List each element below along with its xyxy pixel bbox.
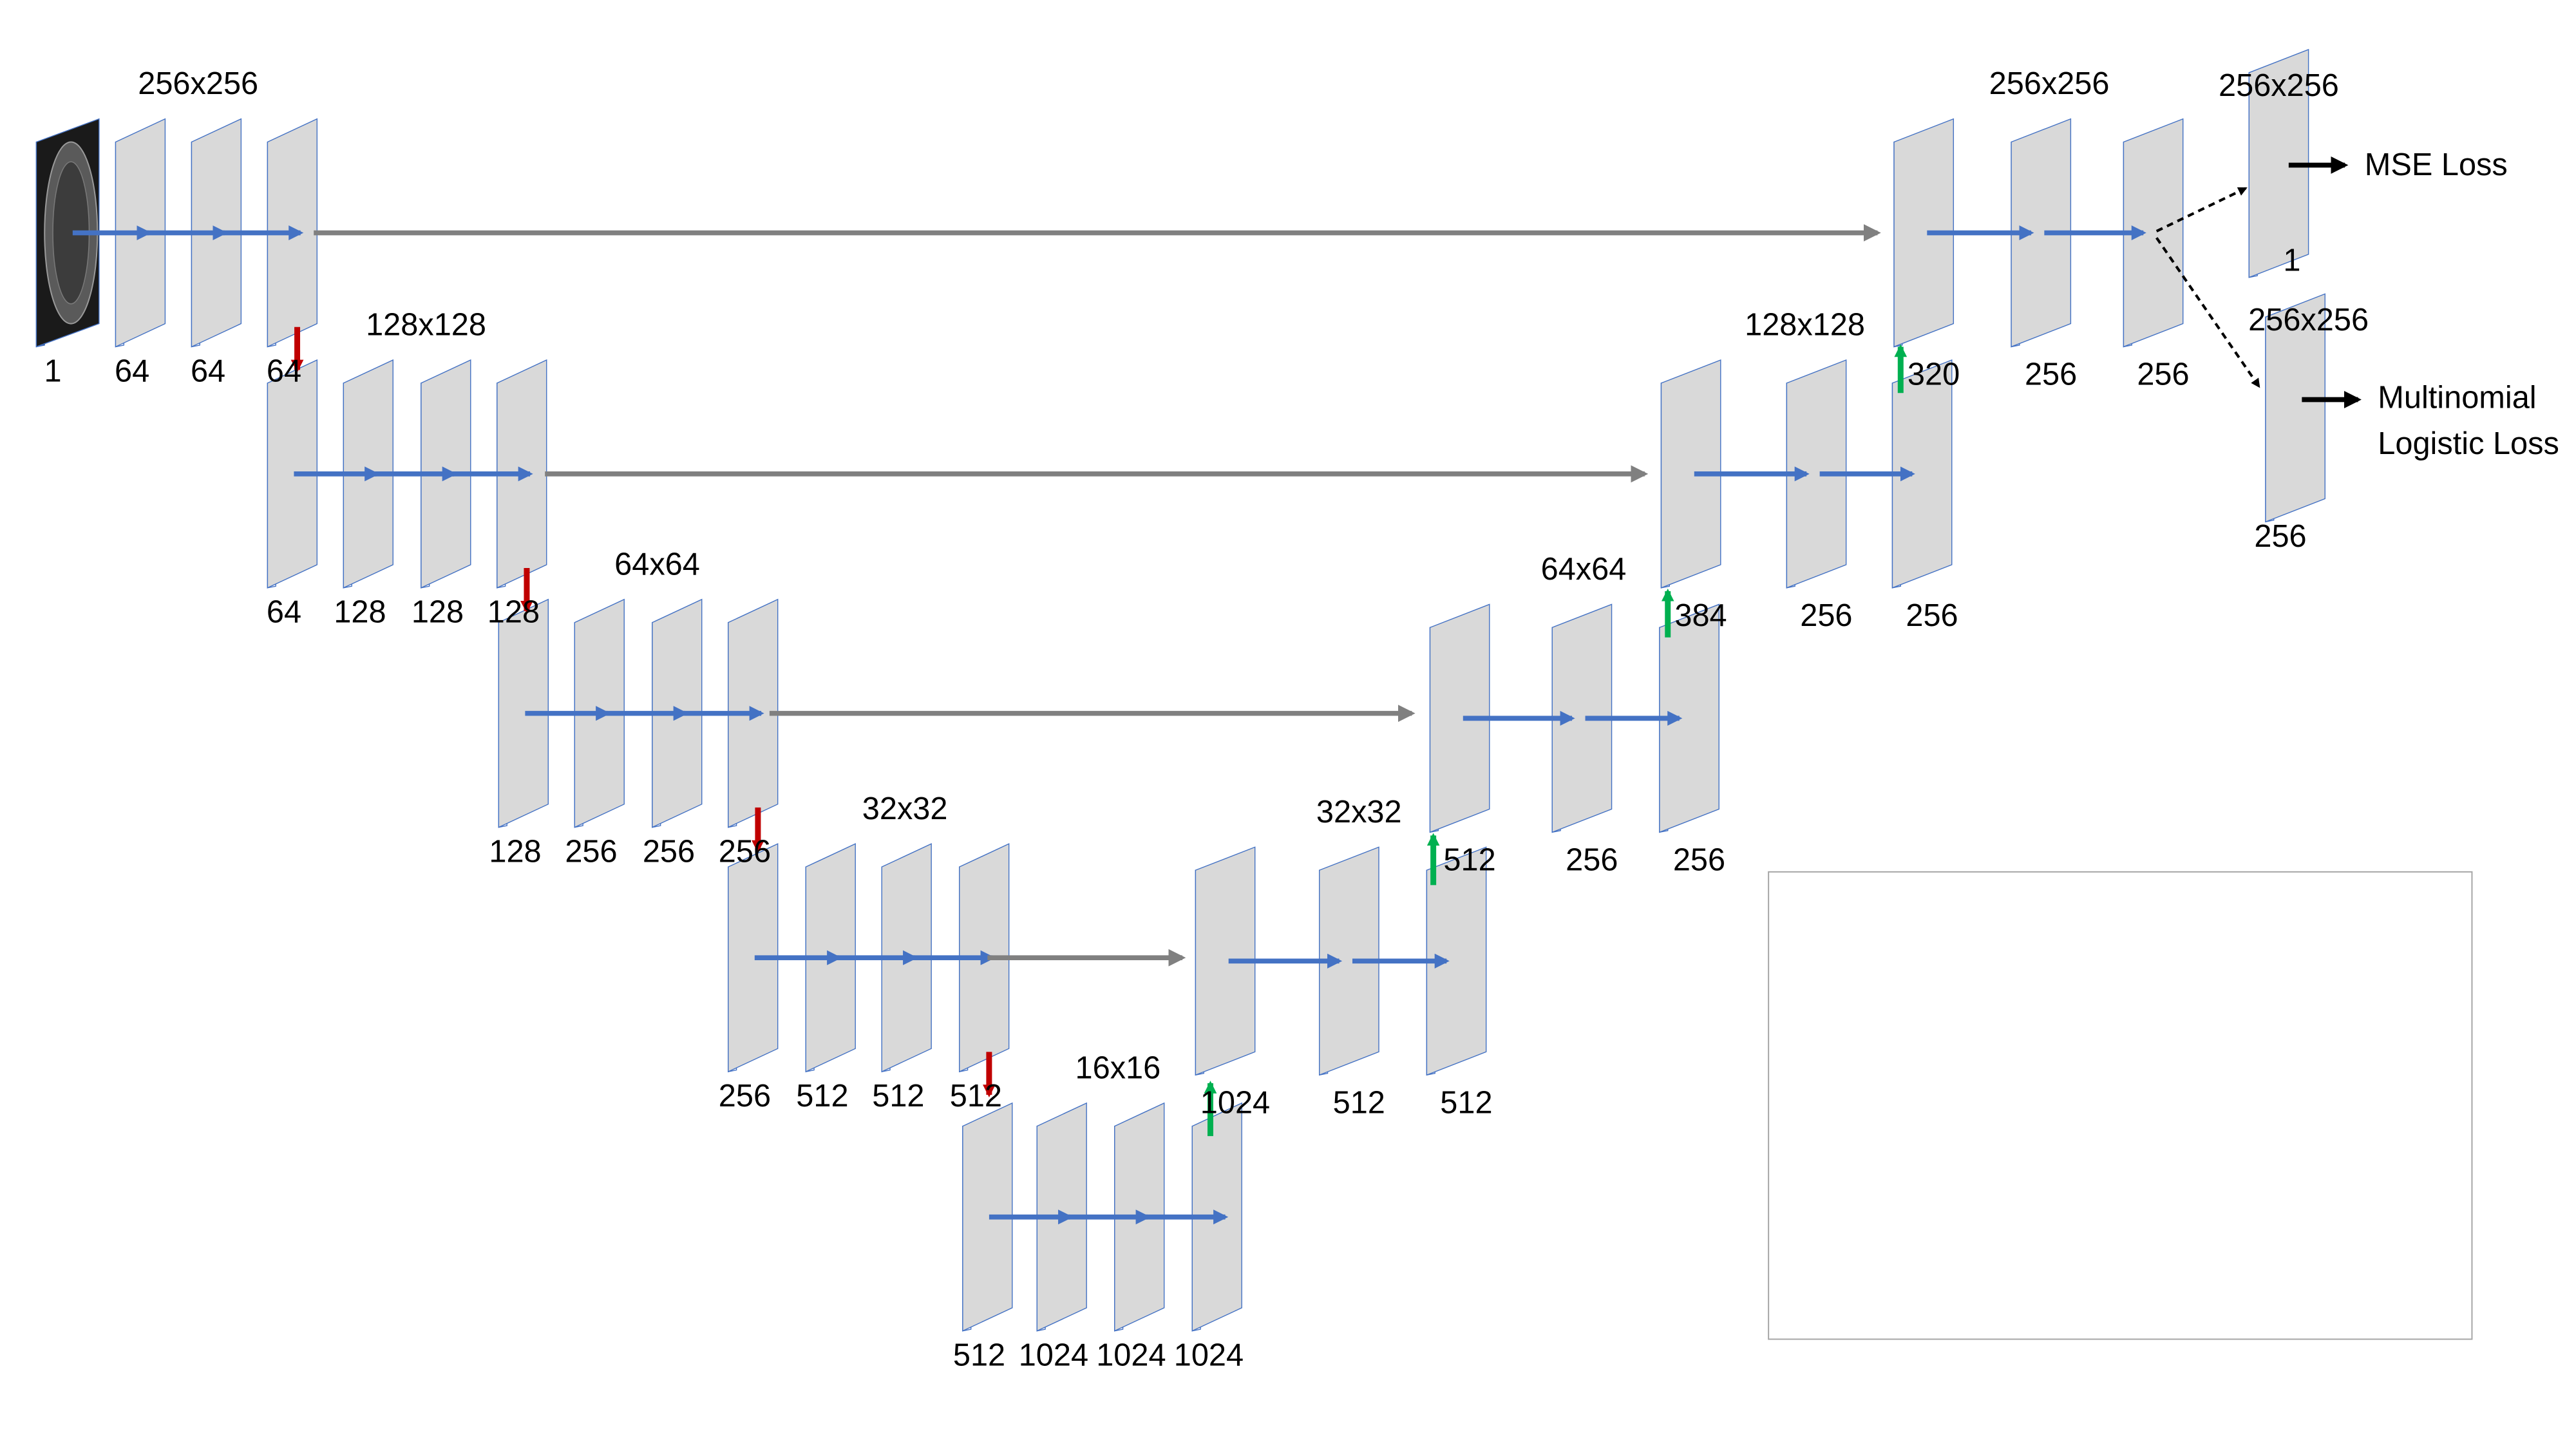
encoder-e3-plate-1 [498, 598, 549, 828]
decoder-d1-channel-label: 256 [2137, 357, 2189, 392]
decoder-d4-plate-3 [1426, 846, 1487, 1076]
decoder-d1-plate-2 [2011, 118, 2072, 348]
mlr-loss-label-line2: Logistic Loss [2378, 426, 2559, 461]
encoder-e4-resolution-label: 32x32 [862, 791, 948, 826]
decoder-d2-plate-3 [1891, 359, 1953, 589]
decoder-d2-channel-label: 384 [1674, 598, 1727, 633]
encoder-e2-channel-label: 64 [267, 595, 301, 630]
operation-arrows [72, 156, 2362, 1318]
encoder-e3-channel-label: 128 [489, 835, 541, 869]
encoder-e2-channel-label: 128 [412, 595, 464, 630]
encoder-e4-channel-label: 512 [950, 1079, 1002, 1113]
decoder-d2-resolution-label: 128x128 [1745, 308, 1865, 343]
mse-head-plate [2248, 48, 2309, 278]
conv1x1-arrow-mse [2155, 187, 2248, 232]
decoder-d2-plate-2 [1786, 359, 1847, 589]
decoder-d1-plate-3 [2123, 118, 2184, 348]
decoder-d2-channel-label: 256 [1800, 598, 1852, 633]
decoder-d4-channel-label: 512 [1333, 1085, 1385, 1120]
encoder-e3-channel-label: 256 [565, 835, 617, 869]
mlr-loss-label-line1: Multinomial [2378, 380, 2536, 415]
encoder-e5-channel-label: 512 [953, 1338, 1005, 1373]
decoder-d1-resolution-label: 256x256 [1989, 66, 2110, 101]
encoder-e1-plate-1 [35, 118, 100, 348]
decoder-d4-plate-2 [1319, 846, 1379, 1076]
encoder-e4-channel-label: 512 [872, 1079, 924, 1113]
mlr-head-channel-label: 256 [2254, 519, 2306, 554]
decoder-d3-channel-label: 256 [1673, 842, 1725, 877]
decoder-d2-plate-1 [1660, 359, 1721, 589]
encoder-e4-channel-label: 256 [719, 1079, 771, 1113]
mlr-head-plate [2265, 293, 2325, 523]
decoder-d1-channel-label: 320 [1908, 357, 1960, 392]
encoder-e5-channel-label: 1024 [1096, 1338, 1166, 1373]
encoder-e5-plate-1 [962, 1102, 1013, 1332]
encoder-e4-channel-label: 512 [796, 1079, 848, 1113]
encoder-e1-resolution-label: 256x256 [138, 66, 258, 101]
decoder-d2-channel-label: 256 [1906, 598, 1958, 633]
legend [1768, 871, 2473, 1340]
encoder-e1-channel-label: 64 [191, 354, 225, 388]
encoder-e3-channel-label: 256 [719, 835, 771, 869]
decoder-d3-channel-label: 256 [1566, 842, 1618, 877]
encoder-e5-resolution-label: 16x16 [1075, 1050, 1161, 1085]
encoder-e5-channel-label: 1024 [1019, 1338, 1088, 1373]
decoder-d3-resolution-label: 64x64 [1541, 552, 1627, 587]
decoder-d4-channel-label: 512 [1440, 1085, 1492, 1120]
decoder-d3-plate-2 [1551, 603, 1613, 833]
encoder-e2-channel-label: 128 [334, 595, 386, 630]
encoder-e2-resolution-label: 128x128 [366, 308, 486, 343]
mse-loss-label: MSE Loss [2365, 147, 2508, 182]
decoder-d4-resolution-label: 32x32 [1316, 795, 1402, 829]
mlr-head-resolution-label: 256x256 [2248, 303, 2369, 337]
decoder-d1-plate-1 [1893, 118, 1955, 348]
encoder-e2-plate-1 [267, 359, 318, 589]
encoder-e1-channel-label: 64 [115, 354, 149, 388]
encoder-e1-channel-label: 64 [267, 354, 301, 388]
decoder-d4-channel-label: 1024 [1200, 1085, 1270, 1120]
encoder-e5-channel-label: 1024 [1174, 1338, 1244, 1373]
decoder-d1-channel-label: 256 [2025, 357, 2077, 392]
mse-head-channel-label: 1 [2283, 243, 2300, 278]
decoder-d4-plate-1 [1195, 846, 1256, 1076]
legend-box [1768, 871, 2473, 1340]
mse-head-resolution-label: 256x256 [2219, 68, 2339, 103]
encoder-e2-channel-label: 128 [488, 595, 540, 630]
decoder-d3-channel-label: 512 [1443, 842, 1495, 877]
decoder-d3-plate-3 [1659, 603, 1719, 833]
decoder-d3-plate-1 [1429, 603, 1490, 833]
encoder-e3-resolution-label: 64x64 [614, 547, 700, 582]
encoder-e1-channel-label: 1 [44, 354, 62, 388]
conv1x1-arrow-mlr [2155, 237, 2260, 388]
encoder-e3-channel-label: 256 [643, 835, 695, 869]
